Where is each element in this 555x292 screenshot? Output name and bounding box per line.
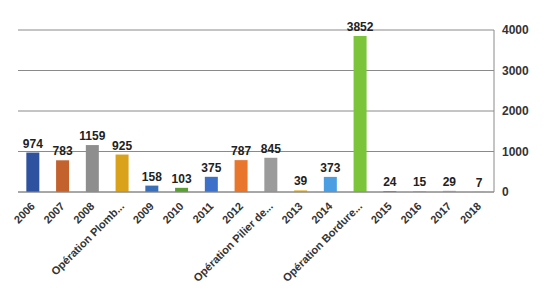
svg-text:2008: 2008 — [71, 200, 97, 226]
svg-text:39: 39 — [294, 174, 308, 188]
svg-text:787: 787 — [231, 144, 251, 158]
svg-text:2014: 2014 — [309, 199, 335, 225]
svg-text:783: 783 — [53, 144, 73, 158]
svg-text:24: 24 — [383, 175, 397, 189]
svg-text:2012: 2012 — [220, 200, 246, 226]
svg-text:7: 7 — [476, 176, 483, 190]
svg-text:375: 375 — [201, 161, 221, 175]
svg-text:0: 0 — [502, 185, 509, 199]
svg-text:373: 373 — [320, 161, 340, 175]
svg-text:2016: 2016 — [398, 200, 424, 226]
svg-text:2010: 2010 — [160, 200, 186, 226]
svg-text:15: 15 — [413, 175, 427, 189]
svg-text:2011: 2011 — [190, 200, 215, 225]
svg-text:103: 103 — [172, 172, 192, 186]
svg-text:925: 925 — [112, 139, 132, 153]
svg-text:2007: 2007 — [41, 200, 67, 226]
svg-text:2009: 2009 — [130, 200, 156, 226]
svg-text:2000: 2000 — [502, 104, 529, 118]
svg-text:Opération Pilier de...: Opération Pilier de... — [191, 200, 275, 284]
svg-text:974: 974 — [23, 137, 43, 151]
svg-text:2018: 2018 — [458, 200, 484, 226]
svg-text:158: 158 — [142, 170, 162, 184]
svg-text:4000: 4000 — [502, 23, 529, 37]
svg-text:2006: 2006 — [11, 200, 37, 226]
svg-text:845: 845 — [261, 142, 281, 156]
svg-text:3852: 3852 — [347, 20, 374, 34]
svg-text:1000: 1000 — [502, 145, 529, 159]
svg-text:29: 29 — [443, 175, 457, 189]
svg-text:Opération Plomb...: Opération Plomb... — [49, 200, 127, 278]
svg-text:2017: 2017 — [428, 200, 454, 226]
svg-text:3000: 3000 — [502, 64, 529, 78]
svg-text:2015: 2015 — [368, 200, 394, 226]
svg-text:2013: 2013 — [279, 200, 305, 226]
svg-text:Opération Bordure...: Opération Bordure... — [280, 200, 364, 284]
svg-text:1159: 1159 — [79, 129, 105, 143]
